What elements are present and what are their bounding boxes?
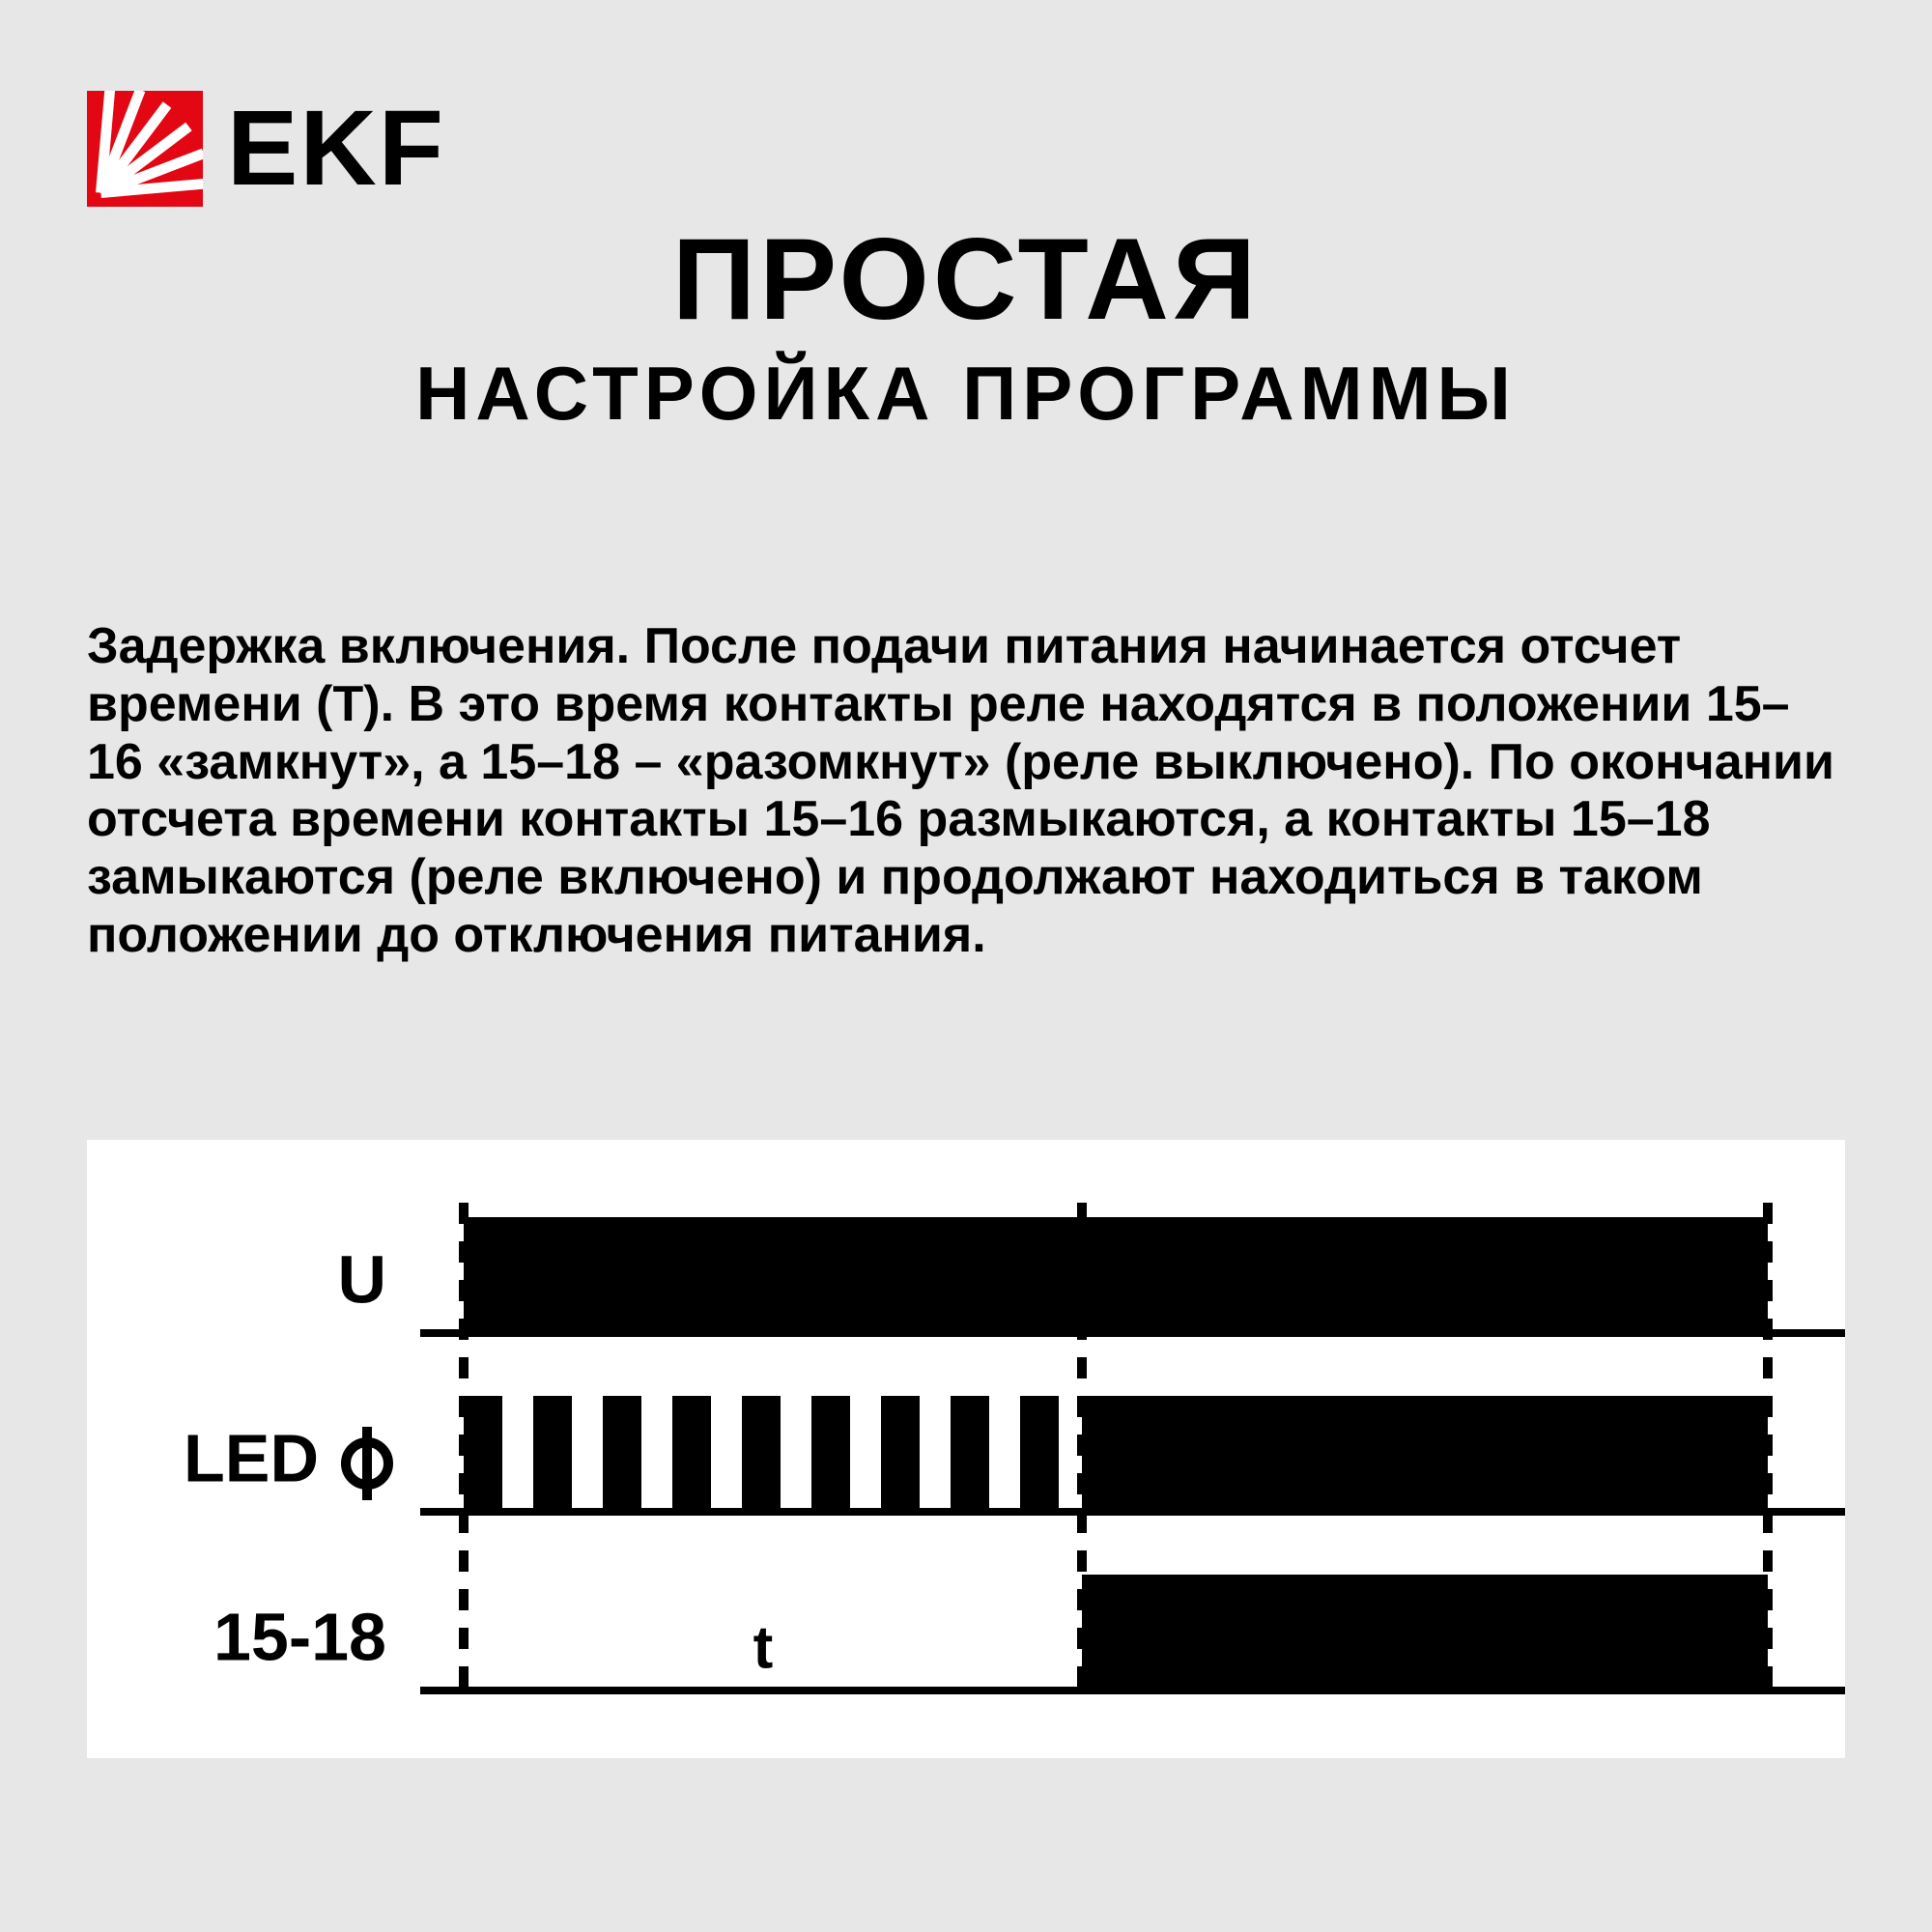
ekf-logo-icon: [87, 91, 203, 207]
svg-text:15-18: 15-18: [213, 1599, 386, 1674]
svg-text:U: U: [337, 1241, 386, 1317]
brand-name: EKF: [227, 87, 445, 210]
title-line-2: НАСТРОЙКА ПРОГРАММЫ: [0, 350, 1932, 438]
title-block: ПРОСТАЯ НАСТРОЙКА ПРОГРАММЫ: [0, 213, 1932, 438]
svg-text:t: t: [753, 1614, 774, 1681]
brand-logo: EKF: [87, 87, 445, 210]
timing-diagram: U LED 15-18 t: [87, 1140, 1845, 1758]
page: EKF ПРОСТАЯ НАСТРОЙКА ПРОГРАММЫ Задержка…: [0, 0, 1932, 1932]
body-paragraph: Задержка включения. После подачи питания…: [87, 618, 1845, 965]
svg-text:LED: LED: [184, 1420, 319, 1495]
title-line-1: ПРОСТАЯ: [0, 213, 1932, 346]
